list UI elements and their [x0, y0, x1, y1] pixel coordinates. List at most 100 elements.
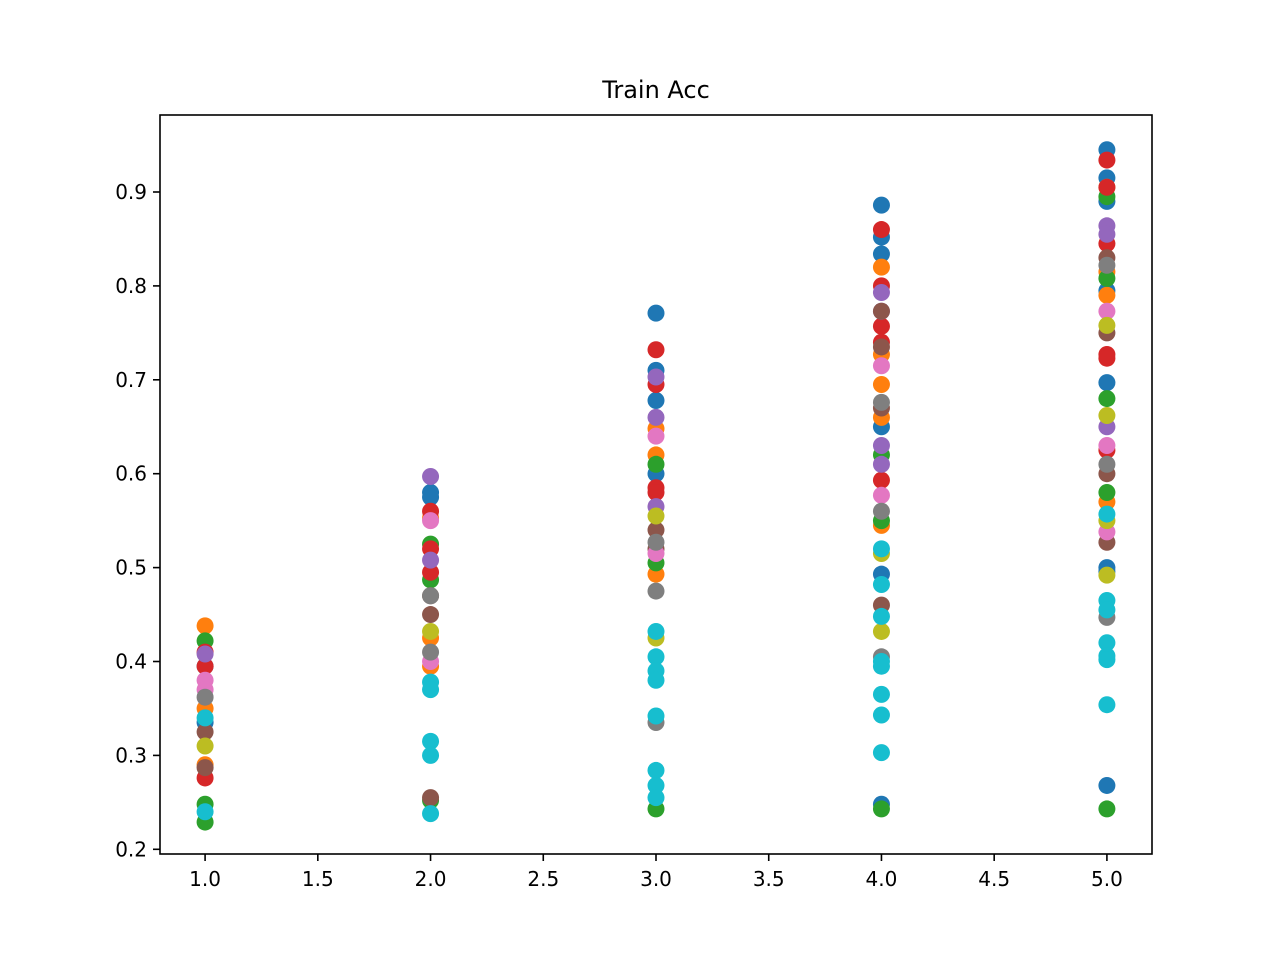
data-point	[1098, 390, 1116, 408]
data-point	[422, 805, 440, 823]
data-point	[872, 455, 890, 473]
data-point	[872, 576, 890, 593]
x-tick-label: 2.0	[415, 867, 447, 891]
data-point	[1098, 437, 1116, 455]
data-point	[1098, 269, 1116, 287]
y-tick-label: 0.4	[115, 650, 147, 674]
x-tick-label: 5.0	[1091, 867, 1123, 891]
data-point	[647, 507, 665, 525]
x-tick-label: 1.0	[189, 867, 221, 891]
data-point	[422, 468, 440, 486]
data-point	[872, 196, 890, 214]
data-point	[872, 258, 890, 276]
data-point	[196, 759, 214, 777]
data-point	[872, 357, 890, 375]
data-point	[872, 338, 890, 356]
data-point	[647, 533, 665, 551]
data-point	[647, 483, 665, 501]
data-point	[1098, 634, 1116, 652]
data-point	[1098, 302, 1116, 320]
data-point	[196, 737, 214, 755]
data-point	[196, 645, 214, 663]
chart-title: Train Acc	[601, 76, 710, 104]
data-point	[422, 512, 440, 530]
data-point	[422, 563, 440, 581]
data-point	[872, 471, 890, 489]
data-point	[422, 681, 440, 699]
data-point	[647, 671, 665, 689]
y-tick-label: 0.6	[115, 462, 147, 486]
data-point	[872, 393, 890, 411]
data-point	[872, 245, 890, 263]
data-point	[196, 803, 214, 821]
data-point	[872, 376, 890, 393]
data-point	[1098, 505, 1116, 523]
data-point	[647, 341, 665, 359]
data-point	[1098, 483, 1116, 501]
data-point	[1098, 178, 1116, 196]
data-point	[1098, 776, 1116, 794]
data-point	[647, 761, 665, 779]
y-tick-label: 0.5	[115, 556, 147, 580]
data-point	[872, 744, 890, 762]
data-point	[196, 723, 214, 741]
data-point	[872, 283, 890, 301]
y-axis: 0.2 0.3 0.4 0.5 0.6 0.7 0.8 0.9	[115, 180, 160, 861]
x-tick-label: 1.5	[302, 867, 334, 891]
data-point	[1098, 406, 1116, 424]
data-point	[872, 302, 890, 320]
y-tick-label: 0.2	[115, 837, 147, 861]
data-point	[422, 643, 440, 661]
data-point	[647, 622, 665, 640]
x-tick-label: 3.5	[753, 867, 785, 891]
x-tick-label: 4.0	[866, 867, 898, 891]
data-point	[422, 606, 440, 624]
data-point	[422, 746, 440, 764]
data-point	[196, 657, 214, 675]
data-point	[1098, 151, 1116, 169]
data-point	[872, 800, 890, 818]
data-point	[647, 368, 665, 386]
data-point	[1098, 286, 1116, 304]
data-point	[1098, 374, 1116, 392]
data-point	[872, 706, 890, 724]
data-point	[872, 622, 890, 640]
data-point	[872, 607, 890, 625]
data-point	[196, 688, 214, 706]
data-point	[422, 789, 440, 807]
data-point	[422, 732, 440, 750]
data-point	[422, 622, 440, 640]
data-point	[872, 486, 890, 504]
x-tick-label: 2.5	[527, 867, 559, 891]
x-tick-label: 3.0	[640, 867, 672, 891]
data-point	[1098, 696, 1116, 714]
data-point	[872, 657, 890, 675]
data-point	[647, 455, 665, 473]
data-point	[647, 648, 665, 666]
y-tick-label: 0.9	[115, 180, 147, 204]
data-point	[1098, 651, 1116, 669]
data-point	[647, 391, 665, 409]
data-point	[647, 521, 665, 539]
x-tick-label: 4.5	[978, 867, 1010, 891]
data-point	[1098, 566, 1116, 584]
y-tick-label: 0.3	[115, 743, 147, 767]
data-point	[1098, 316, 1116, 334]
data-points	[196, 141, 1116, 831]
data-point	[872, 221, 890, 239]
y-tick-label: 0.7	[115, 368, 147, 392]
data-point	[872, 685, 890, 703]
data-point	[647, 427, 665, 445]
data-point	[422, 587, 440, 605]
data-point	[1098, 601, 1116, 619]
data-point	[647, 582, 665, 600]
data-point	[647, 776, 665, 794]
data-point	[647, 789, 665, 807]
data-point	[872, 437, 890, 455]
data-point	[422, 551, 440, 569]
data-point	[1098, 225, 1116, 243]
data-point	[196, 617, 214, 635]
data-point	[1098, 349, 1116, 367]
